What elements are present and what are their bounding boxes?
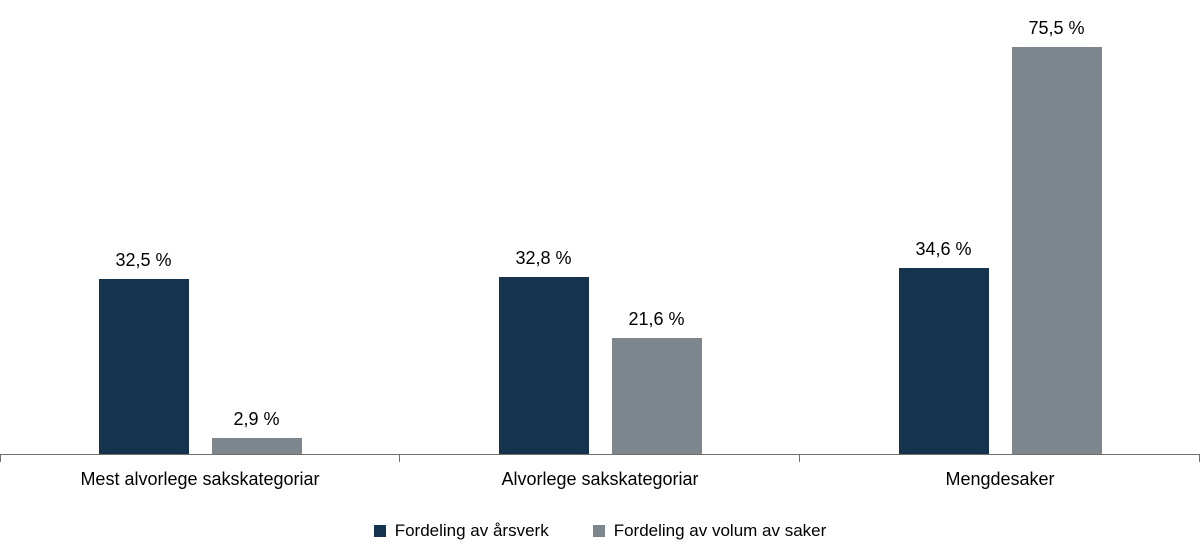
bar-with-label: 34,6 % [898, 239, 989, 454]
bar-with-label: 32,8 % [498, 248, 589, 454]
bar-volum [211, 438, 302, 454]
bar-value-label: 2,9 % [233, 409, 280, 429]
bar-value-label: 34,6 % [915, 239, 972, 259]
bar-value-label: 21,6 % [628, 309, 685, 329]
legend-swatch-icon [373, 525, 386, 537]
bar-group-2: 32,8 % 21,6 % [400, 248, 800, 454]
legend-label: Fordeling av årsverk [394, 521, 549, 540]
chart-legend: Fordeling av årsverk Fordeling av volum a… [0, 520, 1200, 542]
x-axis-tick [0, 455, 1, 462]
legend-item: Fordeling av årsverk [373, 520, 549, 542]
bar-volum [1011, 47, 1102, 454]
bar-volum [611, 338, 702, 454]
category-label: Mest alvorlege sakskategoriar [80, 469, 320, 489]
bar-value-label: 32,5 % [115, 250, 172, 270]
bar-group-1: 32,5 % 2,9 % [0, 250, 400, 454]
bar-arsverk [98, 279, 189, 454]
bar-group-3: 34,6 % 75,5 % [800, 18, 1200, 454]
bar-with-label: 32,5 % [98, 250, 189, 454]
bar-with-label: 75,5 % [1011, 18, 1102, 454]
bar-value-label: 32,8 % [515, 248, 572, 268]
category-label: Mengdesaker [945, 469, 1055, 489]
bar-arsverk [498, 277, 589, 454]
bar-arsverk [898, 268, 989, 454]
plot-area: 32,5 % 2,9 % 32,8 % 21,6 % 34,6 % 75,5 % [0, 18, 1200, 455]
legend-swatch-icon [592, 525, 605, 537]
category-labels-row: Mest alvorlege sakskategoriar Alvorlege s… [0, 467, 1200, 491]
x-axis-line [0, 454, 1200, 455]
bar-value-label: 75,5 % [1028, 18, 1085, 38]
legend-label: Fordeling av volum av saker [613, 521, 827, 540]
bar-with-label: 2,9 % [211, 409, 302, 454]
category-label: Alvorlege sakskategoriar [501, 469, 699, 489]
legend-item: Fordeling av volum av saker [592, 520, 827, 542]
bar-with-label: 21,6 % [611, 309, 702, 454]
x-axis-tick [399, 455, 400, 462]
x-axis-tick [799, 455, 800, 462]
